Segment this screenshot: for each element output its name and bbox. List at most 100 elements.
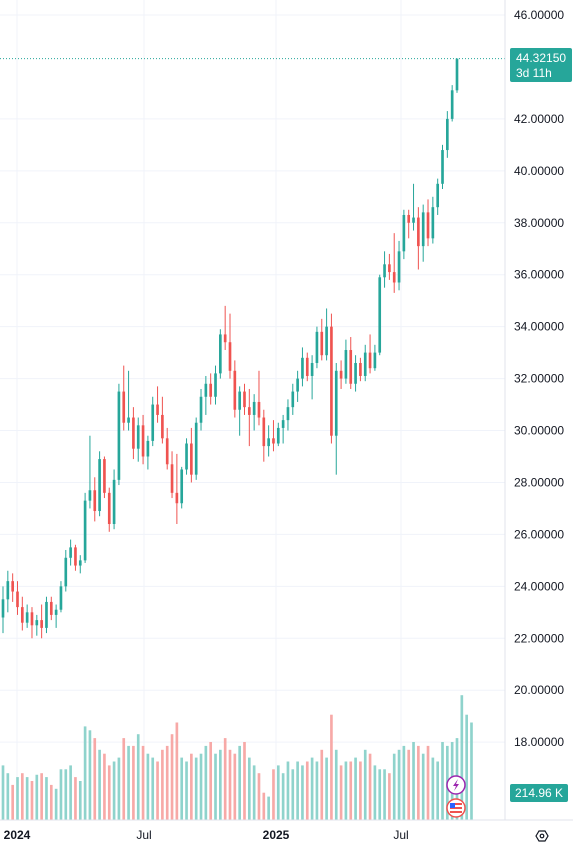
- volume-bar: [359, 761, 362, 820]
- volume-bar: [78, 781, 82, 820]
- volume-bar: [170, 734, 174, 820]
- candle-body: [112, 479, 116, 525]
- candle-body: [252, 401, 256, 415]
- volume-bar: [412, 742, 415, 820]
- volume-bar: [286, 761, 290, 820]
- candle-body: [291, 391, 295, 408]
- volume-bar: [161, 749, 164, 820]
- price-tick-label: 28.00000: [514, 475, 564, 489]
- volume-bar: [141, 745, 145, 820]
- candle-body: [349, 350, 353, 384]
- candle-body: [441, 150, 444, 184]
- volume-bar: [397, 749, 401, 820]
- candle-body: [238, 391, 241, 410]
- volume-bar: [392, 753, 396, 820]
- volume-bar: [209, 742, 213, 820]
- volume-bar: [436, 761, 440, 820]
- candle-body: [359, 362, 362, 376]
- price-tick-label: 18.00000: [514, 735, 564, 749]
- volume-bar: [368, 753, 372, 820]
- volume-bar: [165, 745, 169, 820]
- candle-body: [233, 370, 237, 410]
- volume-bar: [247, 757, 251, 820]
- volume-bar: [93, 738, 97, 820]
- candle-body: [141, 425, 145, 457]
- candle-body: [204, 383, 208, 397]
- candle-body: [107, 492, 111, 525]
- candle-body: [16, 591, 19, 608]
- price-axis[interactable]: [505, 0, 573, 820]
- candle-body: [165, 438, 169, 465]
- candle-body: [185, 443, 188, 470]
- candle-body: [296, 378, 299, 392]
- volume-bar: [185, 761, 188, 820]
- candle-body: [161, 414, 164, 439]
- candle-body: [334, 370, 338, 436]
- candle-body: [132, 417, 135, 449]
- candle-body: [412, 217, 415, 223]
- volume-bar: [315, 761, 319, 820]
- volume-bar: [98, 749, 101, 820]
- candle-body: [83, 500, 87, 561]
- volume-bar: [238, 745, 241, 820]
- candle-body: [455, 58, 459, 91]
- price-tick-label: 46.00000: [514, 8, 564, 22]
- candle-body: [373, 352, 377, 369]
- volume-bar: [310, 757, 314, 820]
- candle-body: [49, 601, 53, 615]
- volume-bar: [40, 773, 43, 820]
- candle-body: [228, 342, 232, 371]
- candle-body: [267, 438, 270, 447]
- candle-body: [78, 560, 82, 566]
- candle-body: [40, 620, 43, 628]
- candle-body: [30, 612, 34, 626]
- price-tick-label: 38.00000: [514, 216, 564, 230]
- last-price-value: 44.32150: [516, 51, 566, 65]
- price-axis-ticks: 46.00000 42.00000 40.00000 38.00000 36.00000…: [514, 8, 564, 749]
- candle-body: [363, 352, 367, 376]
- volume-bar: [11, 784, 14, 820]
- candle-body: [426, 212, 430, 239]
- price-tick-label: 20.00000: [514, 683, 564, 697]
- candle-body: [301, 357, 304, 379]
- volume-bar: [344, 761, 348, 820]
- volume-bar: [30, 781, 34, 820]
- flash-event-icon[interactable]: [446, 775, 466, 795]
- volume-bar: [107, 765, 111, 820]
- volume-bar: [388, 773, 391, 820]
- time-axis[interactable]: [0, 820, 573, 846]
- candle-body: [170, 464, 174, 493]
- volume-bar: [228, 749, 232, 820]
- volume-bar: [136, 734, 140, 820]
- price-tick-label: 24.00000: [514, 579, 564, 593]
- candle-body: [219, 334, 222, 374]
- volume-bar: [214, 753, 217, 820]
- volume-bar: [49, 784, 53, 820]
- candle-body: [11, 581, 14, 592]
- volume-bar: [122, 738, 126, 820]
- us-flag-icon[interactable]: [446, 798, 466, 818]
- volume-bar: [407, 749, 411, 820]
- candle-body: [122, 391, 126, 423]
- volume-bar: [431, 757, 435, 820]
- candle-body: [1, 599, 5, 618]
- volume-bar: [20, 773, 24, 820]
- volume-bar: [272, 769, 275, 820]
- candle-body: [59, 586, 63, 610]
- settings-icon[interactable]: [535, 830, 549, 842]
- last-price-badge: 44.32150 3d 11h: [510, 48, 572, 82]
- volume-bar: [441, 742, 444, 820]
- volume-bar: [334, 749, 338, 820]
- price-tick-label: 34.00000: [514, 320, 564, 334]
- candle-body: [209, 383, 213, 397]
- volume-bar: [223, 738, 227, 820]
- candle-body: [320, 331, 324, 356]
- candle-body: [156, 404, 159, 415]
- volume-value: 214.96 K: [515, 786, 563, 800]
- candle-body: [436, 183, 440, 208]
- candle-body: [54, 609, 58, 615]
- price-tick-label: 22.00000: [514, 631, 564, 645]
- volume-bars: [1, 695, 473, 820]
- volume-bar: [291, 769, 295, 820]
